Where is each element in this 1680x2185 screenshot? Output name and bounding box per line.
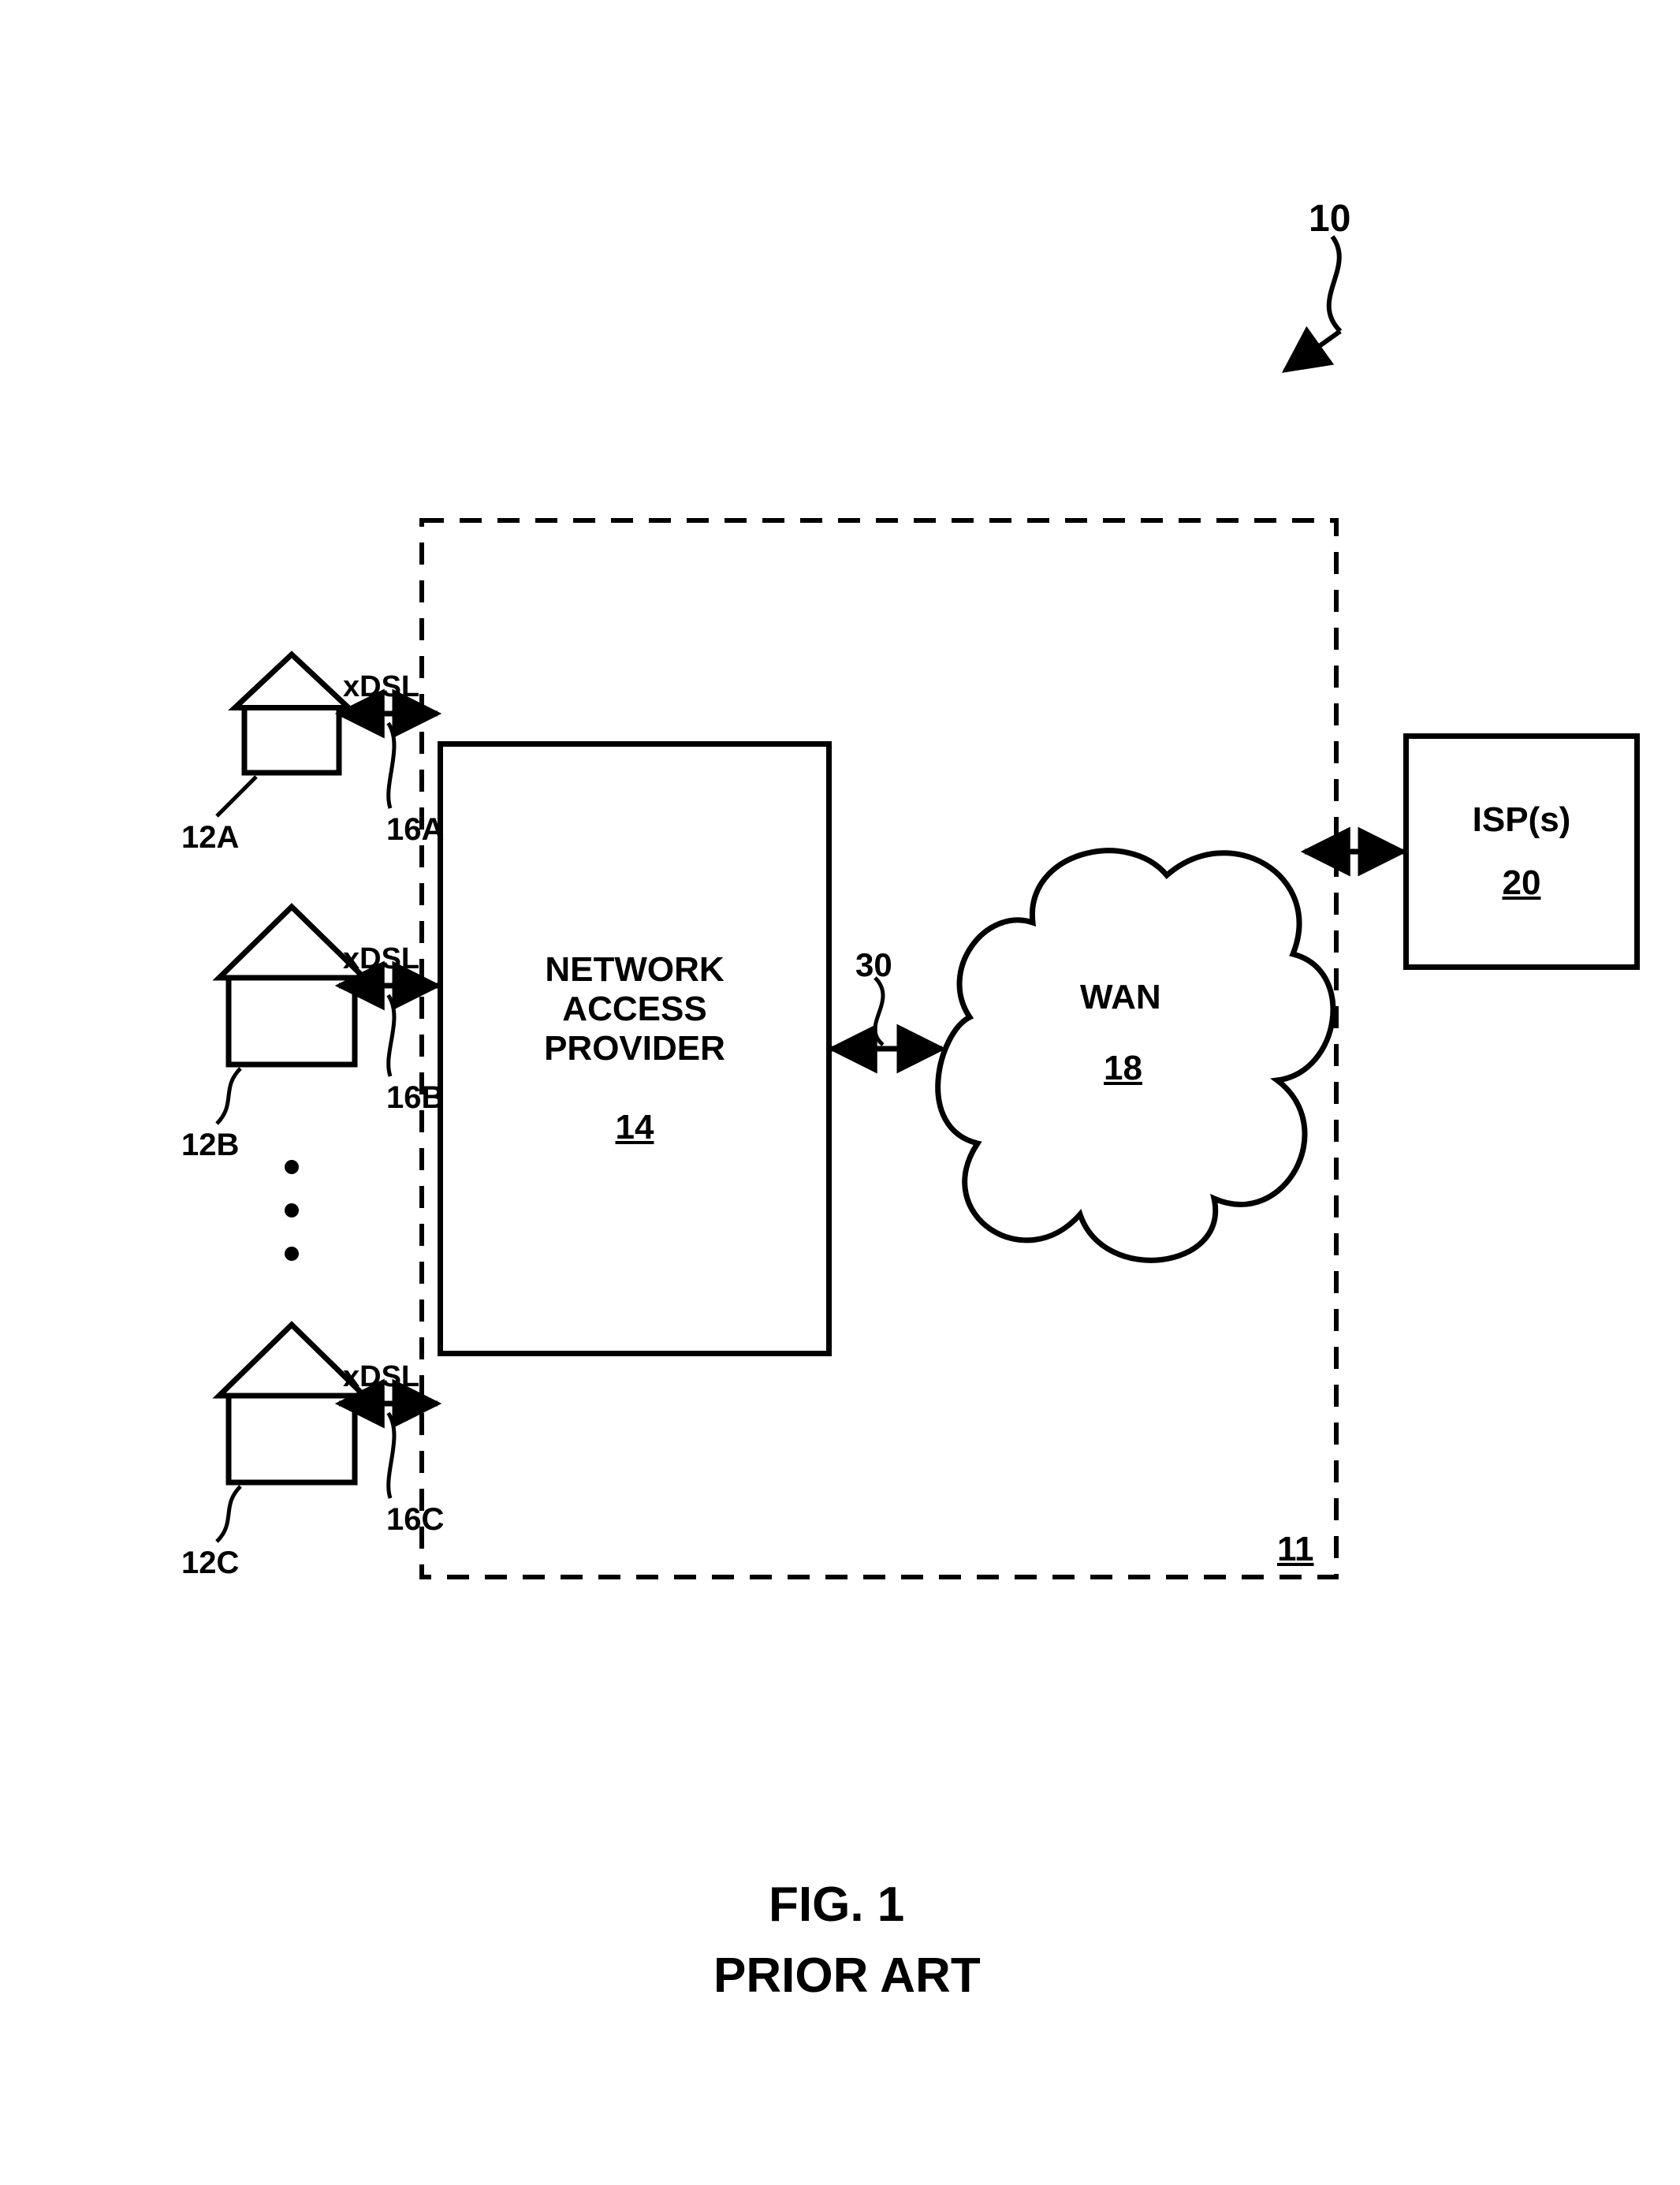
house-ref-A: 12A [181,820,239,856]
nap-box: NETWORK ACCESS PROVIDER 14 [438,741,832,1356]
figure-caption-line1: FIG. 1 [769,1877,904,1933]
wan-label: WAN [1080,978,1161,1017]
xdsl-ref-C: 16C [386,1502,444,1538]
ellipsis-dots [285,1160,299,1261]
house-ref-B: 12B [181,1128,239,1163]
nap-ref: 14 [616,1108,654,1147]
xdsl-ref-B: 16B [386,1080,444,1116]
figure-caption-line2: PRIOR ART [713,1948,981,2004]
isp-ref: 20 [1503,863,1541,903]
svg-layer [0,0,1680,2185]
xdsl-label-A: xDSL [343,670,419,704]
xdsl-ref-A: 16A [386,812,444,848]
ref-10-pointer [1285,237,1340,371]
house-body-icon [229,1396,355,1482]
isp-box: ISP(s) 20 [1403,733,1640,970]
ref-30-label: 30 [855,946,892,984]
ref-30-squiggle [875,978,883,1045]
isp-title: ISP(s) [1473,800,1571,840]
wan-ref: 18 [1104,1049,1142,1088]
xdsl-label-C: xDSL [343,1360,419,1394]
xdsl-label-B: xDSL [343,942,419,976]
ref-11-label: 11 [1277,1530,1314,1569]
houses [219,654,364,1482]
house-body-icon [229,978,355,1065]
house-body-icon [244,708,339,774]
ref-10-label: 10 [1309,197,1350,240]
house-roof-icon [235,654,348,708]
diagram-page: 10 11 NETWORK ACCESS PROVIDER 14 WAN 18 … [0,0,1680,2185]
nap-title: NETWORK ACCESS PROVIDER [544,950,725,1068]
house-ref-C: 12C [181,1546,239,1581]
